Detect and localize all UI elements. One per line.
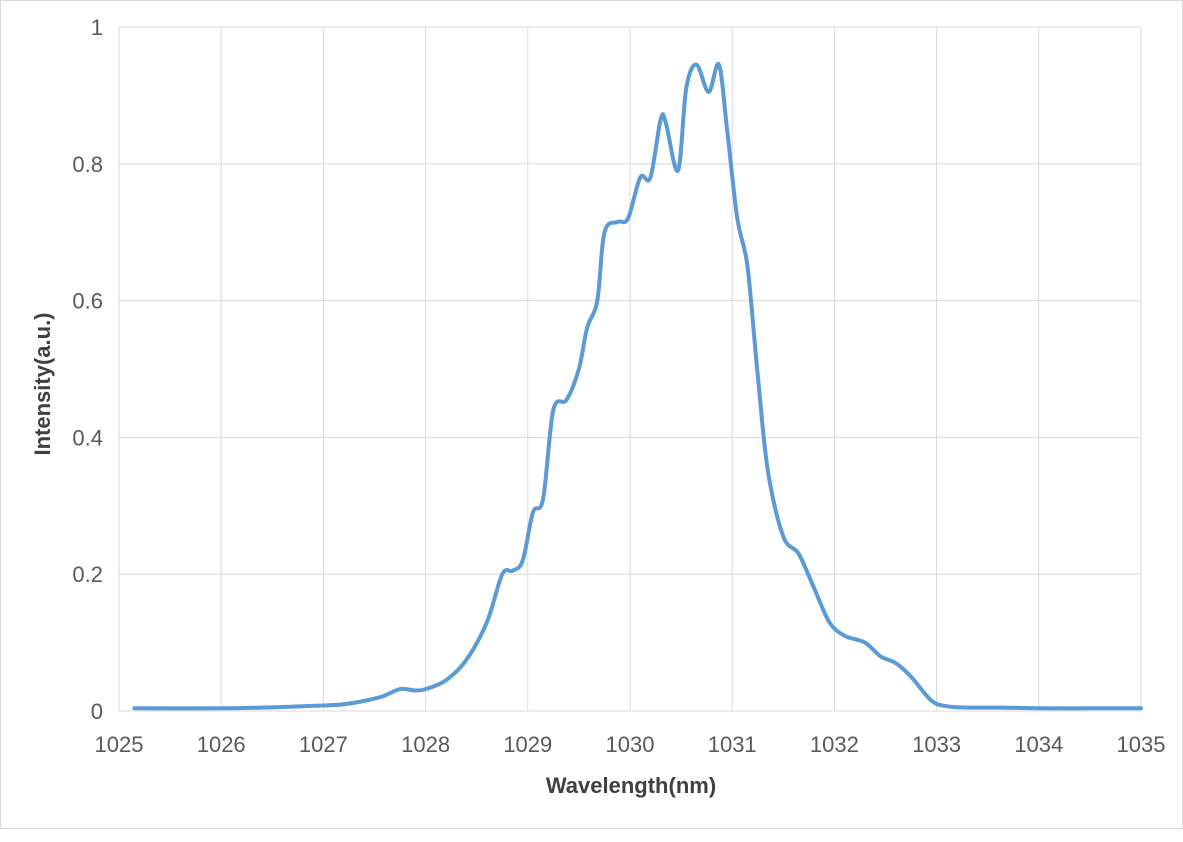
x-tick-label: 1033	[912, 732, 961, 757]
x-tick-label: 1034	[1014, 732, 1063, 757]
x-tick-label: 1025	[95, 732, 144, 757]
x-tick-label: 1031	[708, 732, 757, 757]
y-tick-label: 0.4	[72, 425, 103, 450]
x-tick-labels: 1025 1026 1027 1028 1029 1030 1031 1032 1033 1034…	[95, 732, 1166, 757]
x-tick-label: 1032	[810, 732, 859, 757]
y-axis-title: Intensity(a.u.)	[30, 312, 55, 455]
x-axis-title: Wavelength(nm)	[546, 773, 716, 798]
series-layer	[132, 61, 1143, 711]
y-tick-label: 0.2	[72, 562, 103, 587]
y-tick-label: 0.6	[72, 289, 103, 314]
x-tick-label: 1027	[299, 732, 348, 757]
series-line	[132, 61, 1143, 711]
y-tick-label: 0.8	[72, 152, 103, 177]
x-tick-label: 1028	[401, 732, 450, 757]
x-tick-label: 1035	[1117, 732, 1166, 757]
x-tick-label: 1030	[606, 732, 655, 757]
y-tick-label: 0	[91, 699, 103, 724]
x-tick-label: 1026	[197, 732, 246, 757]
y-tick-labels: 0 0.2 0.4 0.6 0.8 1	[72, 15, 103, 724]
gridlines	[118, 26, 1142, 712]
y-tick-label: 1	[91, 15, 103, 40]
x-tick-label: 1029	[503, 732, 552, 757]
